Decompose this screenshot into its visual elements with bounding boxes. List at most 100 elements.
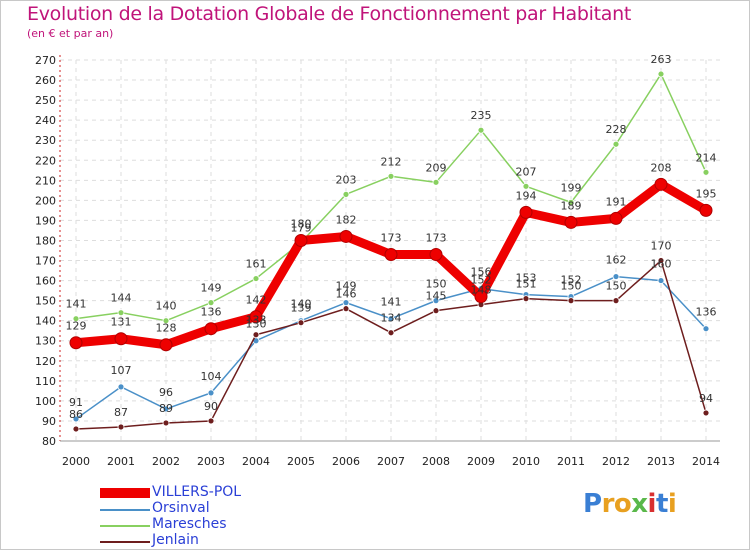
x-tick-label: 2001 (107, 455, 135, 468)
data-label: 203 (336, 173, 357, 186)
logo-letter: t (655, 489, 668, 519)
y-tick-label: 150 (35, 295, 56, 308)
data-label: 128 (156, 322, 177, 335)
data-label: 136 (201, 306, 222, 319)
chart-subtitle: (en € et par an) (27, 27, 114, 40)
data-label: 136 (696, 306, 717, 319)
data-point (702, 168, 710, 176)
data-point (252, 331, 260, 339)
data-point (204, 322, 218, 336)
data-label: 146 (336, 288, 357, 301)
logo-letter: i (647, 489, 657, 519)
data-label: 150 (426, 278, 447, 291)
legend-label: VILLERS-POL (152, 484, 242, 500)
data-label: 179 (291, 221, 312, 234)
y-tick-label: 220 (35, 154, 56, 167)
data-point (702, 325, 710, 333)
data-label: 209 (426, 161, 447, 174)
y-tick-label: 120 (35, 355, 56, 368)
data-label: 140 (291, 298, 312, 311)
data-point (387, 172, 395, 180)
data-point (657, 277, 665, 284)
x-tick-label: 2009 (467, 455, 495, 468)
data-point (654, 177, 668, 191)
data-point (387, 315, 395, 323)
data-label: 161 (246, 258, 267, 271)
legend-swatch (100, 509, 150, 511)
y-tick-label: 80 (42, 435, 56, 448)
data-label: 142 (246, 294, 267, 307)
x-tick-label: 2008 (422, 455, 450, 468)
data-point (297, 319, 305, 327)
data-point (207, 417, 215, 425)
data-label: 96 (159, 386, 173, 399)
data-point (612, 273, 620, 280)
data-point (429, 248, 443, 262)
data-point (474, 290, 488, 304)
data-label: 150 (606, 280, 627, 293)
data-label: 139 (291, 302, 312, 315)
y-tick-label: 250 (35, 94, 56, 107)
data-label: 90 (204, 400, 218, 413)
data-label: 149 (201, 282, 222, 295)
data-point (69, 336, 83, 350)
data-label: 235 (471, 109, 492, 122)
proxiti-logo: Proxiti (583, 489, 677, 519)
data-point (162, 419, 170, 427)
data-label: 134 (381, 312, 402, 325)
data-point (564, 215, 578, 229)
legend-swatch (100, 541, 150, 543)
logo-letter: x (631, 489, 648, 519)
data-label: 191 (606, 195, 627, 208)
data-point (522, 295, 530, 303)
y-tick-label: 240 (35, 114, 56, 127)
y-tick-label: 210 (35, 174, 56, 187)
data-label: 195 (696, 187, 717, 200)
data-point (567, 198, 575, 206)
data-label: 152 (561, 274, 582, 287)
data-point (207, 299, 215, 307)
data-label: 148 (471, 284, 492, 297)
x-tick-label: 2003 (197, 455, 225, 468)
data-point (657, 257, 665, 264)
x-tick-label: 2010 (512, 455, 540, 468)
data-label: 130 (246, 318, 267, 331)
data-point (567, 297, 575, 305)
y-tick-label: 200 (35, 194, 56, 207)
data-label: 228 (606, 123, 627, 136)
data-label: 150 (561, 280, 582, 293)
data-label: 153 (516, 272, 537, 285)
x-tick-label: 2011 (557, 455, 585, 468)
chart-title: Evolution de la Dotation Globale de Fonc… (27, 3, 632, 25)
data-point (249, 310, 263, 324)
logo-letter: r (601, 489, 615, 519)
data-label: 173 (426, 232, 447, 245)
data-label: 162 (606, 254, 627, 267)
data-label: 152 (471, 274, 492, 287)
data-label: 141 (66, 298, 87, 311)
x-tick-label: 2007 (377, 455, 405, 468)
data-point (612, 297, 620, 305)
data-point (72, 415, 80, 423)
data-point (72, 425, 80, 433)
data-point (519, 205, 533, 219)
data-point (252, 275, 260, 282)
data-label: 145 (426, 290, 447, 303)
data-labels: 129 131 128 136 142 180 182 173 173 152 194 189 191 2… (66, 53, 717, 421)
data-point (477, 126, 485, 134)
x-tick-label: 2004 (242, 455, 270, 468)
y-tick-label: 190 (35, 214, 56, 227)
legend-swatch (100, 525, 150, 527)
y-tick-label: 170 (35, 255, 56, 268)
data-label: 263 (651, 53, 672, 66)
data-label: 133 (246, 314, 267, 327)
data-label: 151 (516, 278, 537, 291)
data-point (432, 307, 440, 315)
series-layer (69, 70, 713, 433)
y-tick-label: 270 (35, 54, 56, 67)
x-tick-label: 2012 (602, 455, 630, 468)
data-point (342, 305, 350, 313)
data-label: 91 (69, 396, 83, 409)
logo-letter: o (613, 489, 632, 519)
